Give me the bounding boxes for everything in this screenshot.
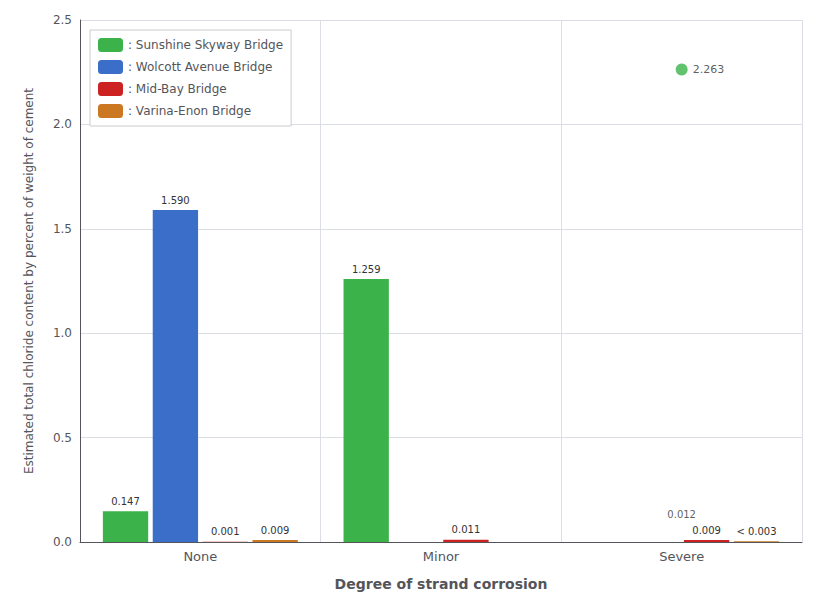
- svg-text:< 0.003: < 0.003: [736, 526, 776, 537]
- svg-text:0.012: 0.012: [667, 509, 696, 520]
- svg-text:2.5: 2.5: [53, 13, 72, 27]
- svg-text:: Sunshine Skyway Bridge: : Sunshine Skyway Bridge: [128, 38, 283, 52]
- svg-text:1.590: 1.590: [161, 195, 190, 206]
- svg-text:1.259: 1.259: [352, 264, 381, 275]
- svg-text:Minor: Minor: [423, 549, 460, 564]
- svg-text:Estimated total chloride conte: Estimated total chloride content by perc…: [22, 88, 36, 474]
- svg-text:0.001: 0.001: [211, 526, 240, 537]
- svg-text:0.011: 0.011: [452, 524, 481, 535]
- svg-text:0.009: 0.009: [261, 525, 290, 536]
- svg-text:2.0: 2.0: [53, 117, 72, 131]
- svg-text:1.0: 1.0: [53, 326, 72, 340]
- svg-text:: Mid-Bay Bridge: : Mid-Bay Bridge: [128, 82, 227, 96]
- svg-text:1.5: 1.5: [53, 222, 72, 236]
- svg-text:0.147: 0.147: [111, 496, 140, 507]
- svg-text:: Varina-Enon Bridge: : Varina-Enon Bridge: [128, 104, 251, 118]
- svg-text:Severe: Severe: [659, 549, 704, 564]
- svg-text:None: None: [183, 549, 217, 564]
- svg-text:0.0: 0.0: [53, 535, 72, 549]
- svg-text:2.263: 2.263: [693, 63, 725, 76]
- svg-text:0.5: 0.5: [53, 431, 72, 445]
- svg-text:: Wolcott Avenue Bridge: : Wolcott Avenue Bridge: [128, 60, 272, 74]
- svg-text:Degree of strand corrosion: Degree of strand corrosion: [335, 576, 548, 592]
- svg-text:0.009: 0.009: [692, 525, 721, 536]
